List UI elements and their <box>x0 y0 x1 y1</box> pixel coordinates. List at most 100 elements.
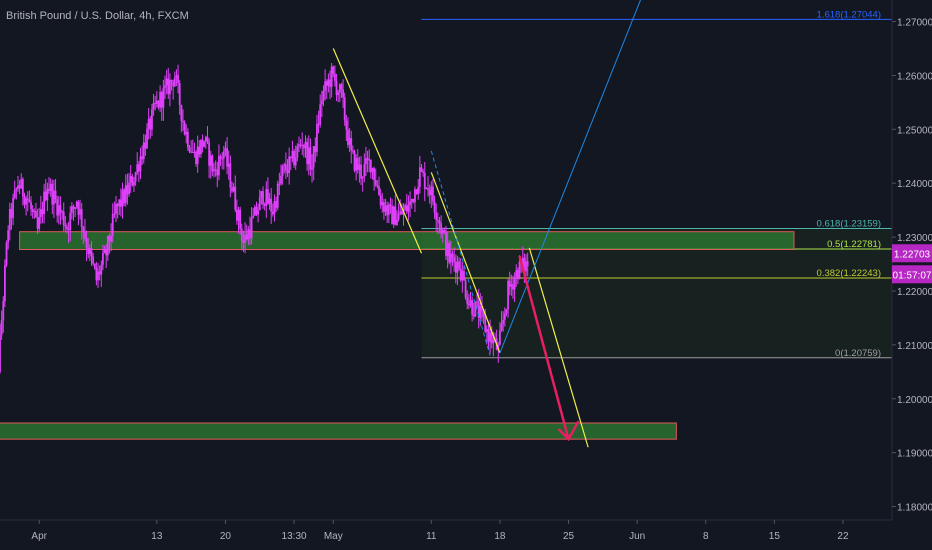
candle-body <box>503 313 506 320</box>
candle-body <box>79 209 81 215</box>
candle-body <box>162 87 165 108</box>
channel-line-upper-1[interactable] <box>332 48 423 254</box>
candle-body <box>404 205 407 211</box>
candle-body <box>70 206 73 214</box>
candle-body <box>61 211 63 213</box>
candle-body <box>92 256 95 264</box>
candle-body <box>165 78 168 86</box>
candle-body <box>185 131 188 135</box>
candle-body <box>20 179 23 189</box>
candle-body <box>384 205 387 212</box>
candle-body <box>298 144 300 147</box>
candle-body <box>412 198 415 203</box>
candle-body <box>8 208 11 231</box>
candle-body <box>417 186 420 194</box>
candle-body <box>436 219 439 221</box>
candle-body <box>445 232 447 256</box>
candle-body <box>275 201 277 208</box>
candle-body <box>265 189 268 206</box>
candle-body <box>371 168 374 173</box>
fib-level-label: 0.382(1.22243) <box>817 268 881 279</box>
candle-body <box>309 147 312 170</box>
candle-body <box>296 146 299 158</box>
candle-body <box>365 158 367 165</box>
candle-body <box>151 109 153 130</box>
candle-body <box>137 164 140 172</box>
fib-extension-line[interactable] <box>499 0 647 354</box>
candle-body <box>95 268 98 281</box>
candle-body <box>69 213 72 231</box>
candle-body <box>299 144 302 146</box>
candle-body <box>525 261 527 272</box>
candle-body <box>46 188 49 201</box>
candle-body <box>7 230 10 243</box>
candle-body <box>123 189 126 204</box>
candle-body <box>351 150 354 152</box>
candle-body <box>350 138 353 151</box>
channel-guide-dashed[interactable] <box>430 150 491 356</box>
candle-body <box>273 201 276 215</box>
candle-body <box>270 198 273 212</box>
current-price-label: 1.22703 <box>894 249 931 260</box>
candle-body <box>368 159 371 161</box>
candle-body <box>209 155 212 166</box>
y-axis-tick-labels: 1.27000 1.26000 1.25000 1.24000 1.23000 1.220… <box>892 18 932 514</box>
candle-body <box>213 169 215 172</box>
candle-body <box>340 84 343 90</box>
candle-body <box>121 189 124 207</box>
candle-body <box>134 172 137 182</box>
candle-body <box>332 66 335 74</box>
candle-body <box>211 155 214 172</box>
x-axis-tick-labels: Apr 13 20 13:30 May 11 18 25 Jun 8 15 22 <box>31 520 849 542</box>
candle-body <box>409 201 411 206</box>
candle-body <box>267 189 269 204</box>
candle-body <box>229 163 232 188</box>
channel-line-lower-1[interactable] <box>430 172 501 354</box>
candle-body <box>391 206 393 225</box>
candle-body <box>348 138 351 145</box>
candle-body <box>93 263 96 269</box>
candle-body <box>177 75 179 84</box>
y-tick-label: 1.19000 <box>897 449 932 460</box>
candle-body <box>450 253 452 263</box>
candle-body <box>394 206 397 226</box>
demand-zone[interactable] <box>19 231 795 250</box>
candle-body <box>338 84 341 93</box>
demand-zone[interactable] <box>0 422 677 440</box>
channel-line-projection[interactable] <box>528 247 589 448</box>
candle-body <box>369 159 372 173</box>
candle-body <box>193 151 196 153</box>
candle-body <box>458 261 460 269</box>
candle-body <box>451 253 454 258</box>
candle-body <box>289 156 292 159</box>
candle-body <box>0 320 3 336</box>
bearish-arrow-shaft[interactable] <box>518 255 570 440</box>
candle-body <box>389 204 392 207</box>
candle-body <box>422 171 425 173</box>
candle-body <box>433 201 436 213</box>
candle-body <box>307 147 310 165</box>
candle-body <box>54 190 57 200</box>
candle-body <box>170 79 173 82</box>
price-tags: 1.22703 01:57:07 <box>892 244 932 284</box>
candle-body <box>474 301 477 317</box>
chart-title: British Pound / U.S. Dollar, 4h, FXCM <box>6 10 189 22</box>
candle-body <box>435 212 438 220</box>
candle-body <box>316 123 318 152</box>
candle-body <box>311 167 313 170</box>
candle-body <box>159 92 162 108</box>
support-resistance-zones[interactable] <box>0 231 795 440</box>
bearish-arrow-head[interactable] <box>557 420 580 442</box>
y-tick-label: 1.23000 <box>897 233 932 244</box>
candle-body <box>387 204 390 216</box>
candle-body <box>443 230 446 233</box>
candle-body <box>249 229 251 239</box>
candle-body <box>245 234 248 240</box>
trendline-drawings[interactable] <box>332 0 647 448</box>
candle-body <box>147 118 150 129</box>
candle-body <box>124 185 127 204</box>
candle-body <box>361 176 364 179</box>
candle-body <box>302 145 305 149</box>
